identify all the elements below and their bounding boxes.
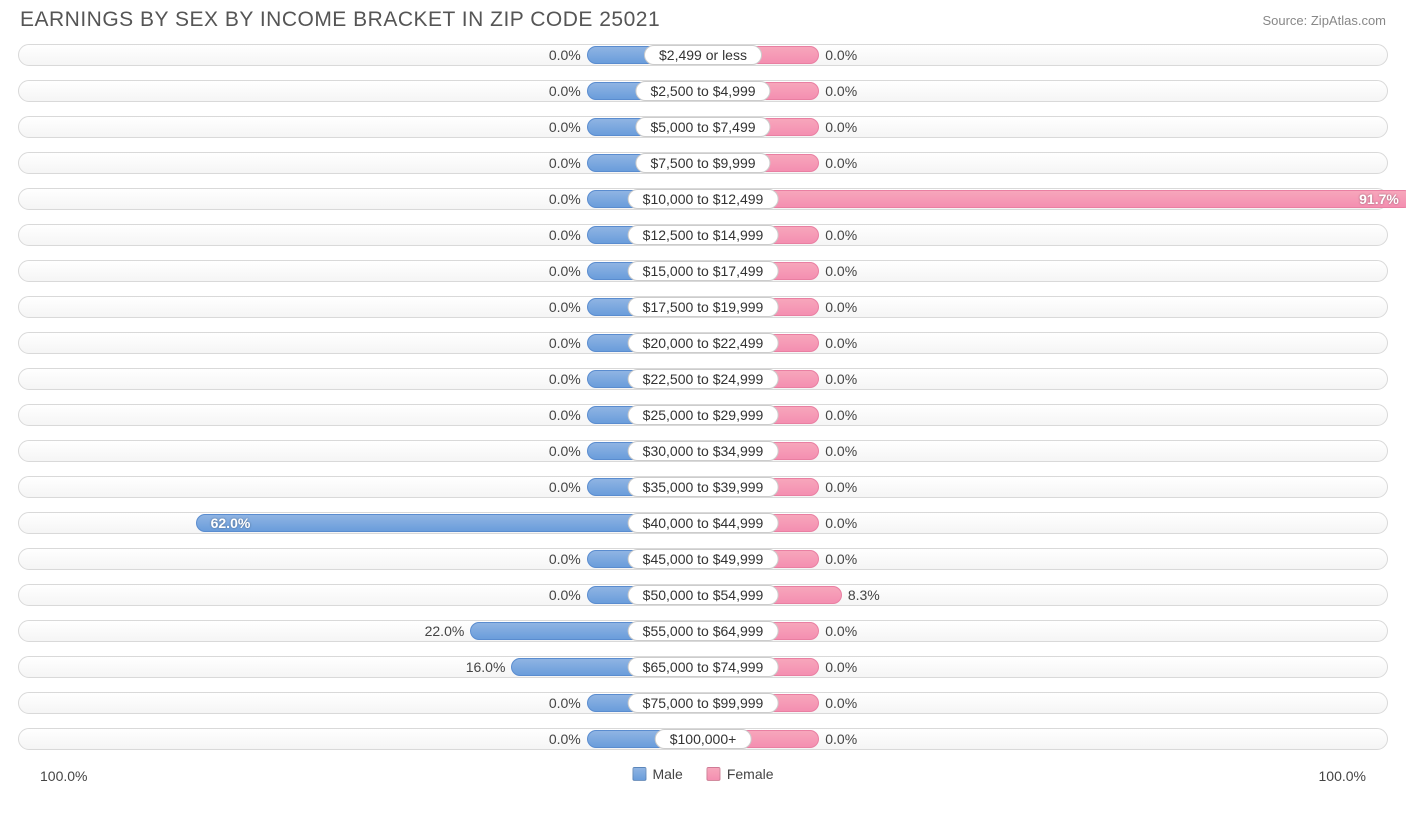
bucket-label: $7,500 to $9,999 <box>635 153 770 173</box>
chart-row: $5,000 to $7,499 0.0% 0.0% <box>18 110 1388 144</box>
chart-row: $45,000 to $49,999 0.0% 0.0% <box>18 542 1388 576</box>
bucket-label: $20,000 to $22,499 <box>628 333 779 353</box>
male-pct-label: 0.0% <box>549 191 581 207</box>
bucket-label: $15,000 to $17,499 <box>628 261 779 281</box>
female-pct-label: 0.0% <box>825 119 857 135</box>
bucket-label: $17,500 to $19,999 <box>628 297 779 317</box>
chart-row: $30,000 to $34,999 0.0% 0.0% <box>18 434 1388 468</box>
male-pct-label: 0.0% <box>549 695 581 711</box>
bucket-label: $55,000 to $64,999 <box>628 621 779 641</box>
bucket-label: $40,000 to $44,999 <box>628 513 779 533</box>
male-pct-label: 0.0% <box>549 443 581 459</box>
chart-area: $2,499 or less 0.0% 0.0% $2,500 to $4,999 0.… <box>0 38 1406 756</box>
female-pct-label: 0.0% <box>825 227 857 243</box>
legend-male-label: Male <box>652 766 682 782</box>
bucket-label: $22,500 to $24,999 <box>628 369 779 389</box>
male-pct-label: 0.0% <box>549 551 581 567</box>
female-pct-label: 0.0% <box>825 263 857 279</box>
male-pct-label: 0.0% <box>549 407 581 423</box>
male-pct-label: 0.0% <box>549 299 581 315</box>
male-pct-label: 22.0% <box>425 623 465 639</box>
bucket-label: $30,000 to $34,999 <box>628 441 779 461</box>
chart-row: $10,000 to $12,4990.0%91.7% <box>18 182 1388 216</box>
male-pct-label: 0.0% <box>549 263 581 279</box>
bucket-label: $50,000 to $54,999 <box>628 585 779 605</box>
male-swatch <box>632 767 646 781</box>
bucket-label: $2,499 or less <box>644 45 762 65</box>
male-pct-label: 0.0% <box>549 371 581 387</box>
chart-title: EARNINGS BY SEX BY INCOME BRACKET IN ZIP… <box>20 8 660 32</box>
chart-row: $17,500 to $19,999 0.0% 0.0% <box>18 290 1388 324</box>
female-pct-label: 0.0% <box>825 443 857 459</box>
bucket-label: $65,000 to $74,999 <box>628 657 779 677</box>
female-pct-label: 0.0% <box>825 695 857 711</box>
female-pct-label: 0.0% <box>825 299 857 315</box>
female-pct-label: 0.0% <box>825 623 857 639</box>
female-pct-label: 8.3% <box>848 587 880 603</box>
male-pct-label: 62.0% <box>211 515 251 531</box>
female-swatch <box>707 767 721 781</box>
female-pct-label: 0.0% <box>825 407 857 423</box>
chart-row: $35,000 to $39,999 0.0% 0.0% <box>18 470 1388 504</box>
chart-row: $65,000 to $74,999 16.0% 0.0% <box>18 650 1388 684</box>
male-pct-label: 0.0% <box>549 479 581 495</box>
bucket-label: $35,000 to $39,999 <box>628 477 779 497</box>
male-pct-label: 16.0% <box>466 659 506 675</box>
chart-row: $12,500 to $14,999 0.0% 0.0% <box>18 218 1388 252</box>
male-pct-label: 0.0% <box>549 119 581 135</box>
bucket-label: $10,000 to $12,499 <box>628 189 779 209</box>
chart-row: $50,000 to $54,999 0.0% 8.3% <box>18 578 1388 612</box>
chart-row: $2,500 to $4,999 0.0% 0.0% <box>18 74 1388 108</box>
chart-row: $7,500 to $9,999 0.0% 0.0% <box>18 146 1388 180</box>
chart-footer: 100.0% Male Female 100.0% <box>0 758 1406 798</box>
chart-row: $22,500 to $24,999 0.0% 0.0% <box>18 362 1388 396</box>
male-pct-label: 0.0% <box>549 83 581 99</box>
bucket-label: $45,000 to $49,999 <box>628 549 779 569</box>
legend-male: Male <box>632 766 682 782</box>
bucket-label: $5,000 to $7,499 <box>635 117 770 137</box>
female-pct-label: 0.0% <box>825 155 857 171</box>
axis-left-label: 100.0% <box>40 768 87 784</box>
bucket-label: $12,500 to $14,999 <box>628 225 779 245</box>
bucket-label: $75,000 to $99,999 <box>628 693 779 713</box>
female-pct-label: 0.0% <box>825 371 857 387</box>
axis-right-label: 100.0% <box>1319 768 1366 784</box>
male-pct-label: 0.0% <box>549 587 581 603</box>
chart-row: $2,499 or less 0.0% 0.0% <box>18 38 1388 72</box>
male-pct-label: 0.0% <box>549 47 581 63</box>
legend-female: Female <box>707 766 774 782</box>
female-bar <box>703 190 1406 208</box>
male-pct-label: 0.0% <box>549 335 581 351</box>
female-pct-label: 0.0% <box>825 515 857 531</box>
chart-row: $40,000 to $44,999 62.0% 0.0% <box>18 506 1388 540</box>
female-pct-label: 0.0% <box>825 47 857 63</box>
legend: Male Female <box>632 766 773 782</box>
female-pct-label: 0.0% <box>825 731 857 747</box>
bucket-label: $25,000 to $29,999 <box>628 405 779 425</box>
chart-row: $15,000 to $17,499 0.0% 0.0% <box>18 254 1388 288</box>
female-pct-label: 0.0% <box>825 335 857 351</box>
bucket-label: $2,500 to $4,999 <box>635 81 770 101</box>
female-pct-label: 0.0% <box>825 83 857 99</box>
legend-female-label: Female <box>727 766 774 782</box>
chart-row: $25,000 to $29,999 0.0% 0.0% <box>18 398 1388 432</box>
male-pct-label: 0.0% <box>549 227 581 243</box>
chart-row: $100,000+ 0.0% 0.0% <box>18 722 1388 756</box>
chart-row: $55,000 to $64,999 22.0% 0.0% <box>18 614 1388 648</box>
chart-source: Source: ZipAtlas.com <box>1262 13 1386 28</box>
chart-row: $75,000 to $99,999 0.0% 0.0% <box>18 686 1388 720</box>
male-pct-label: 0.0% <box>549 155 581 171</box>
chart-header: EARNINGS BY SEX BY INCOME BRACKET IN ZIP… <box>0 0 1406 38</box>
bucket-label: $100,000+ <box>655 729 752 749</box>
female-pct-label: 0.0% <box>825 659 857 675</box>
female-pct-label: 0.0% <box>825 551 857 567</box>
female-pct-label: 0.0% <box>825 479 857 495</box>
female-pct-label: 91.7% <box>1359 191 1399 207</box>
male-pct-label: 0.0% <box>549 731 581 747</box>
chart-row: $20,000 to $22,499 0.0% 0.0% <box>18 326 1388 360</box>
